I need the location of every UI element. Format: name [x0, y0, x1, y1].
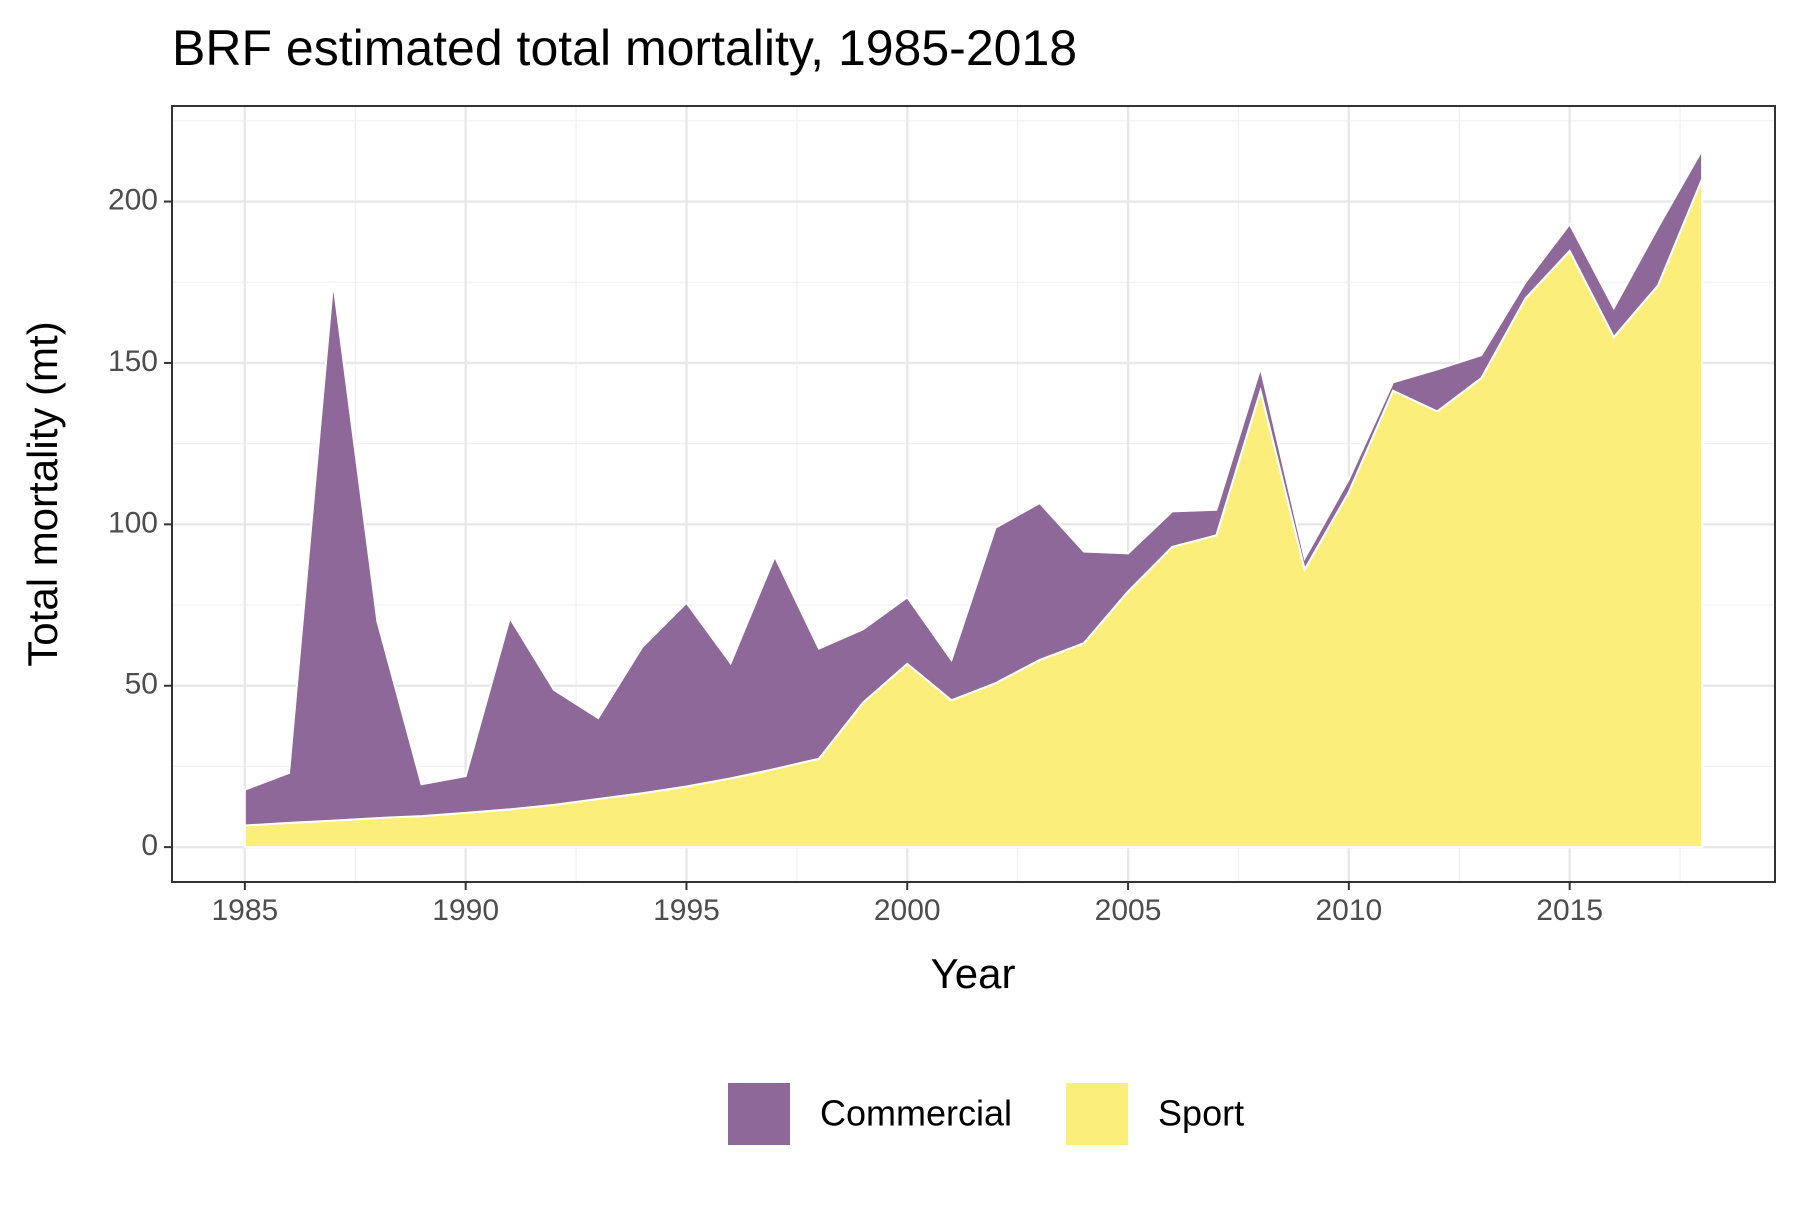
- y-tick-label: 100: [108, 506, 158, 539]
- x-tick-label: 2000: [874, 894, 941, 927]
- x-tick-label: 1990: [432, 894, 499, 927]
- y-axis-title: Total mortality (mt): [19, 321, 66, 666]
- x-tick-label: 2005: [1095, 894, 1162, 927]
- y-tick-label: 50: [125, 668, 158, 701]
- legend-label: Sport: [1158, 1093, 1244, 1134]
- x-tick-label: 1995: [653, 894, 720, 927]
- legend-key: [1066, 1083, 1129, 1145]
- panel-border: [171, 105, 1776, 883]
- legend-key: [728, 1083, 790, 1145]
- y-tick-label: 200: [108, 183, 158, 216]
- y-tick-label: 150: [108, 345, 158, 378]
- x-axis-title: Year: [931, 950, 1016, 997]
- area: [243, 146, 1704, 827]
- legend-label: Commercial: [820, 1093, 1012, 1134]
- x-tick-label: 2010: [1315, 894, 1382, 927]
- x-tick-label: 2015: [1536, 894, 1603, 927]
- chart-title: BRF estimated total mortality, 1985-2018: [172, 20, 1077, 76]
- x-tick-label: 1985: [211, 894, 278, 927]
- y-tick-label: 0: [141, 829, 158, 862]
